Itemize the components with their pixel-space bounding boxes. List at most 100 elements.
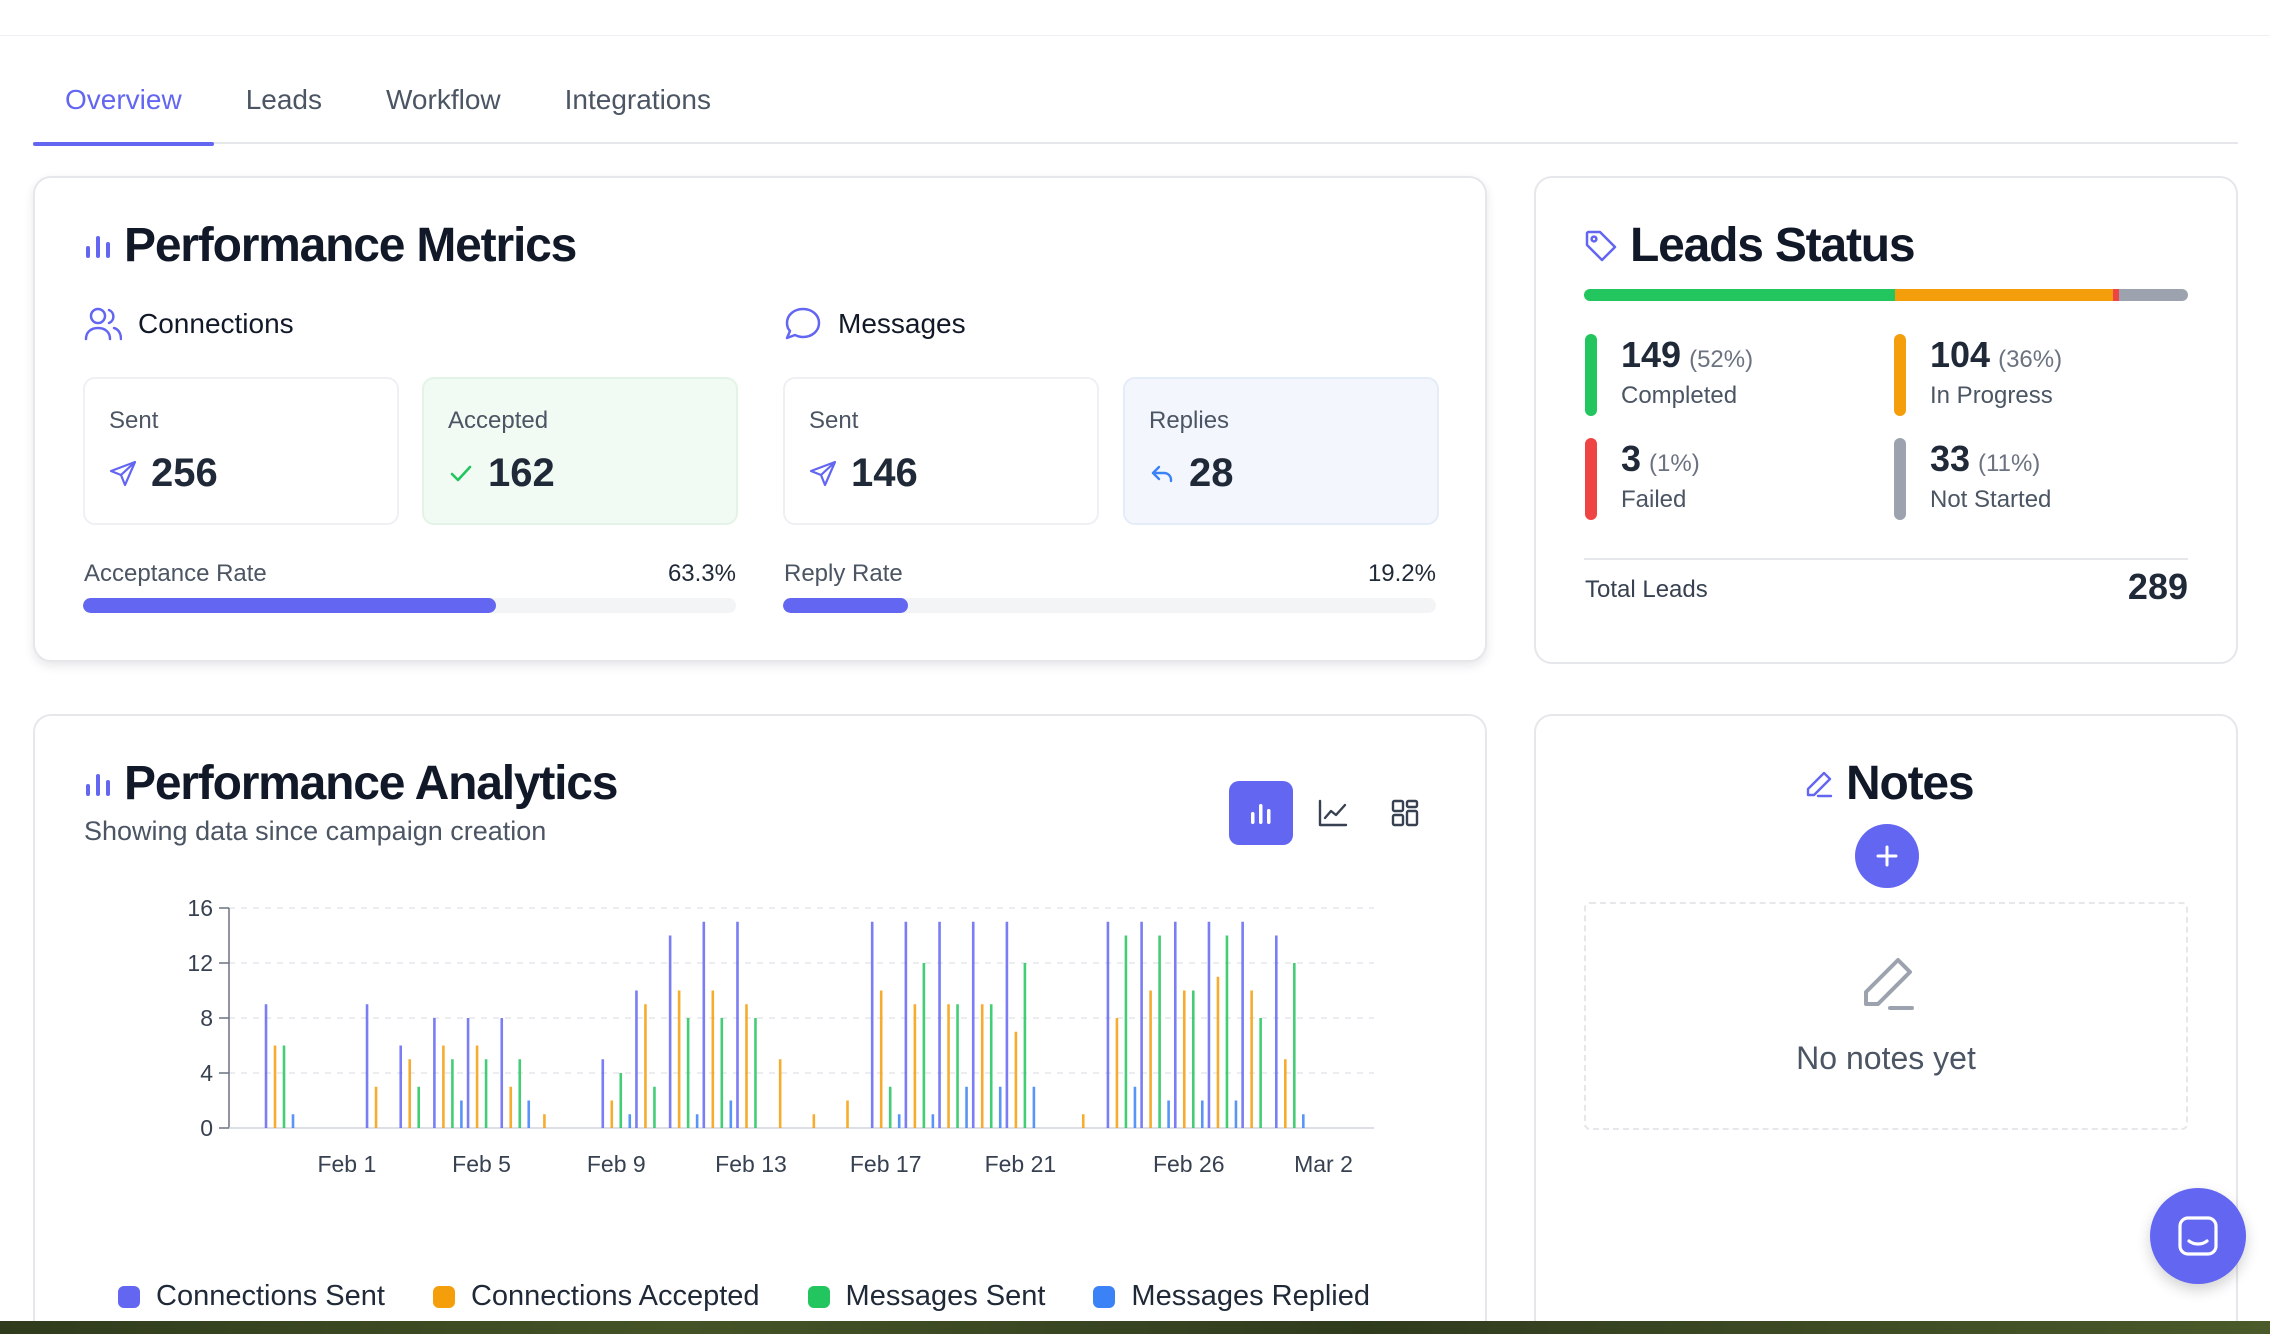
chart-bar <box>998 1086 1002 1128</box>
chart-bar <box>1140 921 1143 1128</box>
failed-indicator <box>1585 438 1597 520</box>
failed-label: Failed <box>1621 486 1687 513</box>
not-started-count: 33 <box>1930 438 1971 479</box>
chart-bar <box>702 921 706 1128</box>
chart-bar <box>1234 1100 1238 1128</box>
chart-bar <box>635 990 638 1128</box>
performance-metrics-title: Performance Metrics <box>84 218 577 273</box>
failed-count: 3 <box>1621 438 1642 479</box>
acceptance-rate-value: 63.3% <box>667 560 736 587</box>
chart-bar <box>1182 990 1186 1128</box>
completed-percent: (52%) <box>1689 346 1754 373</box>
connections-sent-box: Sent 256 <box>83 377 399 525</box>
legend-messages-replied[interactable]: Messages Replied <box>1093 1280 1370 1313</box>
messages-sent-label: Sent <box>809 407 859 434</box>
chart-bar <box>374 1086 378 1128</box>
chart-bar <box>601 1059 605 1128</box>
lead-status-completed: 149 (52%) Completed <box>1585 334 1753 420</box>
x-tick-label: Mar 2 <box>1294 1151 1353 1177</box>
chart-bar <box>956 1004 959 1128</box>
legend-messages-sent[interactable]: Messages Sent <box>807 1280 1046 1313</box>
y-tick-label: 16 <box>187 895 213 921</box>
chart-bar <box>1302 1114 1305 1128</box>
send-icon <box>109 460 137 486</box>
completed-indicator <box>1585 334 1597 416</box>
replies-label: Replies <box>1149 407 1230 434</box>
failed-percent: (1%) <box>1649 450 1700 477</box>
chart-bar <box>1173 921 1177 1128</box>
chart-bar <box>729 1100 733 1128</box>
total-leads-label: Total Leads <box>1585 576 1708 603</box>
tab-workflow[interactable]: Workflow <box>386 84 501 115</box>
message-icon <box>785 307 821 340</box>
chart-bar <box>399 1045 403 1128</box>
tab-overview[interactable]: Overview <box>33 56 214 146</box>
tab-leads[interactable]: Leads <box>245 84 322 115</box>
connections-sent-value: 256 <box>151 451 218 495</box>
messages-sent-box: Sent 146 <box>783 377 1099 525</box>
add-note-button[interactable] <box>1855 824 1919 888</box>
in-progress-percent: (36%) <box>1998 346 2063 373</box>
legend-label: Connections Accepted <box>470 1280 760 1312</box>
chart-bar <box>408 1059 412 1128</box>
connections-heading: Connections <box>84 306 294 342</box>
plus-icon <box>1876 845 1898 867</box>
chart-bar <box>971 921 975 1128</box>
chart-bar <box>619 1073 623 1128</box>
tab-integrations[interactable]: Integrations <box>564 84 711 115</box>
line-view-button[interactable] <box>1301 781 1365 845</box>
replies-box: Replies 28 <box>1123 377 1439 525</box>
leads-bar-segment <box>1895 289 2113 301</box>
legend-connections-accepted[interactable]: Connections Accepted <box>432 1280 760 1313</box>
chart-bar <box>610 1100 614 1128</box>
connections-accepted-value: 162 <box>488 451 555 495</box>
chat-launcher-button[interactable] <box>2150 1188 2246 1284</box>
chart-bar <box>1275 935 1278 1128</box>
leads-bar-segment <box>2112 289 2120 301</box>
grid-icon <box>1391 799 1419 827</box>
leads-bar-segment <box>1584 289 1896 301</box>
reply-rate-value: 19.2% <box>1367 560 1436 587</box>
x-tick-label: Feb 21 <box>985 1151 1057 1177</box>
chart-legend: Connections Sent Connections Accepted Me… <box>118 1280 1418 1313</box>
x-tick-label: Feb 17 <box>850 1151 922 1177</box>
background-strip <box>0 1321 2270 1334</box>
total-leads-value: 289 <box>2127 566 2188 607</box>
grid-view-button[interactable] <box>1373 781 1437 845</box>
chart-bar <box>870 921 874 1128</box>
chart-bar <box>509 1086 513 1128</box>
messages-sent-value-row: 146 <box>809 451 918 496</box>
chart-bar <box>451 1059 454 1128</box>
legend-connections-sent[interactable]: Connections Sent <box>118 1280 385 1313</box>
chart-bar <box>1225 935 1229 1128</box>
completed-label: Completed <box>1621 382 1738 409</box>
chart-bar <box>1081 1114 1085 1128</box>
connections-label: Connections <box>138 308 294 339</box>
chart-bar <box>433 1018 436 1128</box>
lead-status-failed: 3 (1%) Failed <box>1585 438 1700 524</box>
bar-chart-icon <box>1251 804 1271 824</box>
users-icon <box>84 307 122 341</box>
acceptance-rate-bar <box>83 598 736 613</box>
chart-bar <box>989 1004 993 1128</box>
pencil-icon <box>1864 958 1914 1010</box>
chart-bar <box>1106 921 1110 1128</box>
chart-bar <box>273 1045 277 1128</box>
in-progress-label: In Progress <box>1930 382 2053 409</box>
tag-icon <box>1585 230 1617 261</box>
chart-bar <box>543 1114 546 1128</box>
messages-label: Messages <box>838 308 966 339</box>
chart-bar <box>484 1059 488 1128</box>
bar-view-button[interactable] <box>1229 781 1293 845</box>
legend-label: Messages Sent <box>845 1280 1046 1312</box>
notes-card <box>1534 714 2238 1334</box>
chart-bar <box>754 1018 757 1128</box>
chart-bar <box>1207 921 1211 1128</box>
in-progress-count: 104 <box>1930 334 1991 375</box>
leads-status-title: Leads Status <box>1584 218 1916 273</box>
x-tick-label: Feb 1 <box>317 1151 376 1177</box>
performance-analytics-title: Performance Analytics <box>84 756 618 811</box>
replies-value-row: 28 <box>1149 451 1234 496</box>
chart-bar <box>778 1059 782 1128</box>
reply-rate-fill <box>783 598 909 613</box>
